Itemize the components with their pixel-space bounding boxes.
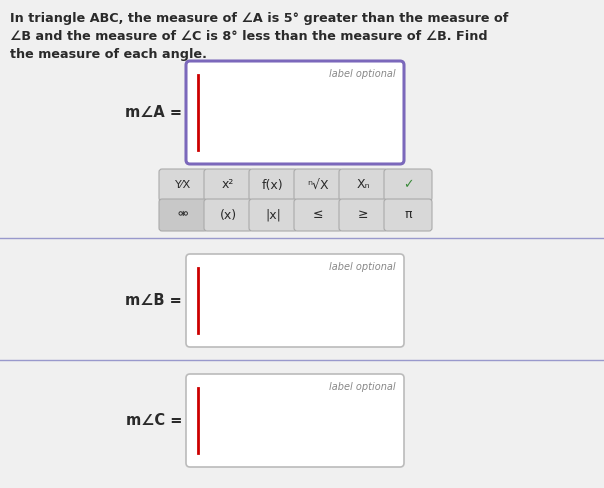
- Text: ⚮: ⚮: [178, 208, 188, 222]
- Text: In triangle ABC, the measure of ∠A is 5° greater than the measure of: In triangle ABC, the measure of ∠A is 5°…: [10, 12, 509, 25]
- Text: the measure of each angle.: the measure of each angle.: [10, 48, 207, 61]
- Text: |x|: |x|: [265, 208, 281, 222]
- FancyBboxPatch shape: [186, 374, 404, 467]
- FancyBboxPatch shape: [186, 61, 404, 164]
- Text: ≥: ≥: [358, 208, 368, 222]
- FancyBboxPatch shape: [159, 169, 207, 201]
- Text: π: π: [404, 208, 412, 222]
- Text: label optional: label optional: [329, 262, 396, 272]
- Text: Y⁄X: Y⁄X: [175, 180, 191, 190]
- FancyBboxPatch shape: [249, 199, 297, 231]
- Text: ⁿ√X: ⁿ√X: [307, 179, 329, 191]
- FancyBboxPatch shape: [159, 199, 207, 231]
- Text: f(x): f(x): [262, 179, 284, 191]
- FancyBboxPatch shape: [384, 169, 432, 201]
- Text: (x): (x): [219, 208, 237, 222]
- Text: m∠A =: m∠A =: [125, 105, 182, 120]
- Text: x²: x²: [222, 179, 234, 191]
- FancyBboxPatch shape: [249, 169, 297, 201]
- FancyBboxPatch shape: [294, 169, 342, 201]
- Text: m∠B =: m∠B =: [125, 293, 182, 308]
- Text: ≤: ≤: [313, 208, 323, 222]
- Text: m∠C =: m∠C =: [126, 413, 182, 428]
- FancyBboxPatch shape: [294, 199, 342, 231]
- FancyBboxPatch shape: [384, 199, 432, 231]
- FancyBboxPatch shape: [339, 169, 387, 201]
- Text: ∠B and the measure of ∠C is 8° less than the measure of ∠B. Find: ∠B and the measure of ∠C is 8° less than…: [10, 30, 487, 43]
- FancyBboxPatch shape: [186, 254, 404, 347]
- Text: label optional: label optional: [329, 69, 396, 79]
- Text: label optional: label optional: [329, 382, 396, 392]
- FancyBboxPatch shape: [204, 169, 252, 201]
- Text: Xₙ: Xₙ: [356, 179, 370, 191]
- FancyBboxPatch shape: [204, 199, 252, 231]
- FancyBboxPatch shape: [339, 199, 387, 231]
- Text: ✓: ✓: [403, 179, 413, 191]
